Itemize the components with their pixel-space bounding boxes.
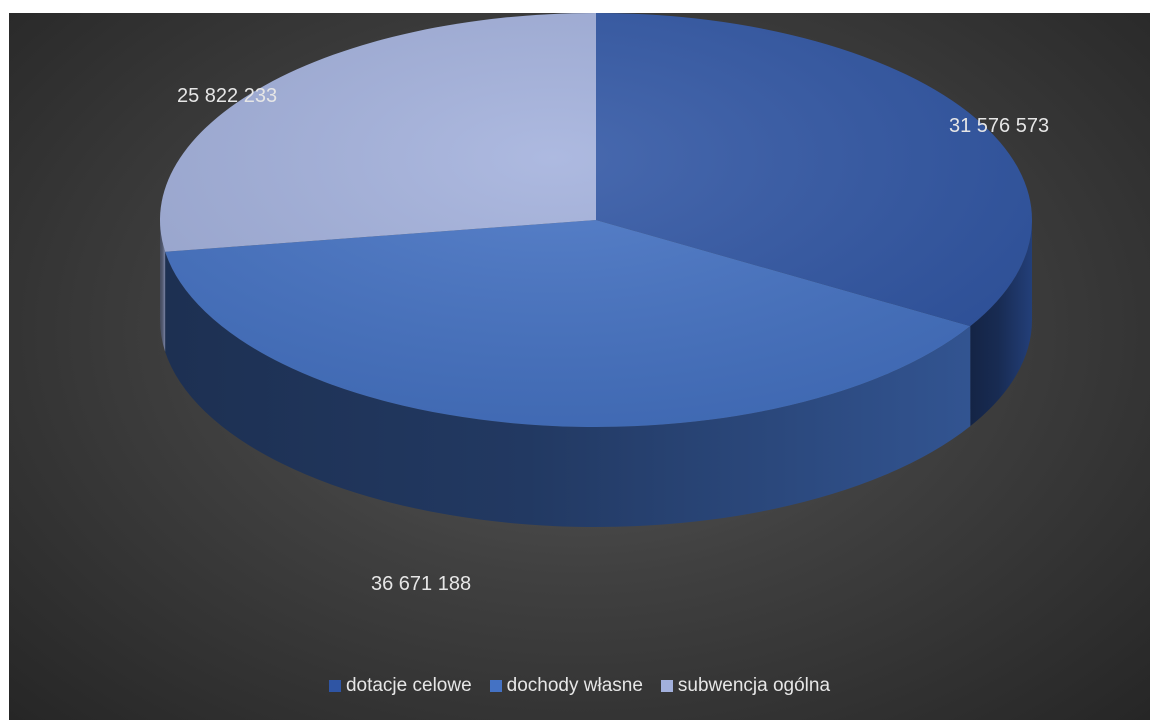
- legend-item-dotacje-celowe: dotacje celowe: [328, 675, 472, 697]
- pie-slice-side-0: [970, 220, 1032, 427]
- legend-swatch: [489, 680, 502, 692]
- legend-swatch: [328, 680, 341, 692]
- data-label-dochody-wlasne: 36 671 188: [371, 573, 472, 595]
- legend-item-dochody-wlasne: dochody własne: [489, 675, 643, 697]
- legend: dotacje celowe dochody własne subwencja …: [9, 675, 1150, 697]
- pie-slice-side-2: [160, 220, 166, 352]
- legend-label: dotacje celowe: [345, 675, 472, 696]
- pie-chart: [160, 13, 1032, 527]
- pie-top-gloss: [160, 13, 1032, 427]
- data-label-subwencja-ogolna: 25 822 233: [177, 85, 278, 107]
- legend-label: dochody własne: [506, 675, 643, 696]
- pie-slice-side-1: [165, 251, 971, 527]
- legend-label: subwencja ogólna: [677, 675, 831, 696]
- legend-item-subwencja-ogolna: subwencja ogólna: [660, 675, 831, 697]
- data-label-dotacje-celowe: 31 576 573: [949, 115, 1050, 137]
- chart-area: 31 576 573 36 671 188 25 822 233 dotacje…: [9, 13, 1150, 720]
- legend-swatch: [660, 680, 673, 692]
